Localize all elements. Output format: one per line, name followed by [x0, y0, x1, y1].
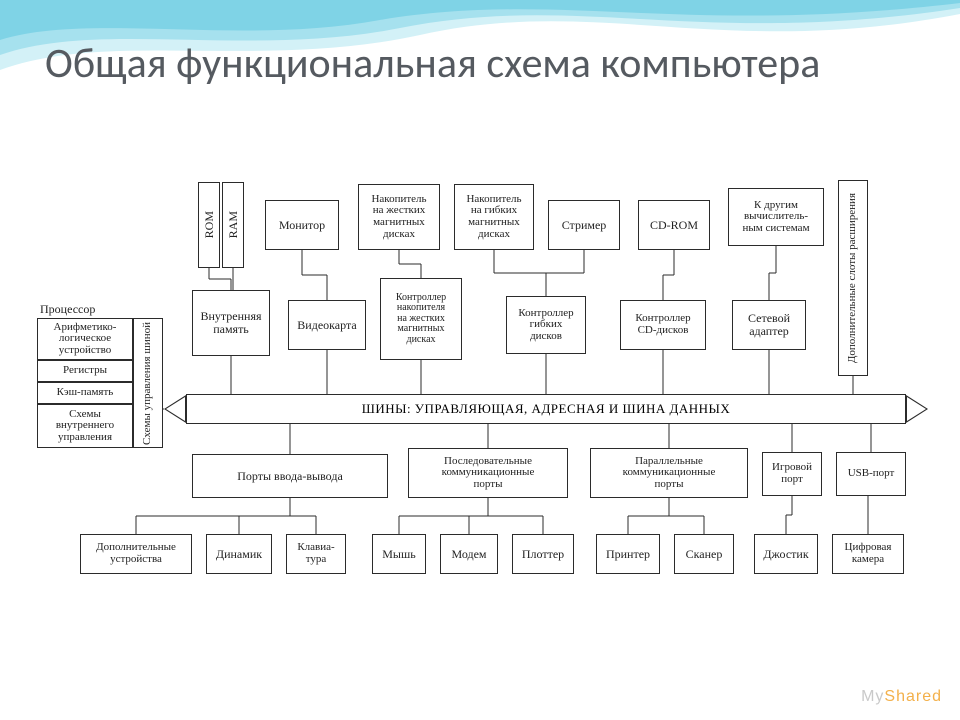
processor-bus-control: Схемы управления шиной	[133, 318, 163, 448]
top-device-fdd: Накопитель на гибких магнитных дисках	[454, 184, 534, 250]
controller-cdc: Контроллер CD-дисков	[620, 300, 706, 350]
top-device-cdrom: CD-ROM	[638, 200, 710, 250]
bus-label: ШИНЫ: УПРАВЛЯЮЩАЯ, АДРЕСНАЯ И ШИНА ДАННЫ…	[362, 401, 731, 417]
bottom-port-ioports: Порты ввода-вывода	[192, 454, 388, 498]
processor-bus-control-label: Схемы управления шиной	[142, 322, 154, 445]
bottom-device-dcam: Цифровая камера	[832, 534, 904, 574]
bottom-device-plotter: Плоттер	[512, 534, 574, 574]
watermark: MyShared	[861, 688, 942, 706]
bottom-device-kbd: Клавиа- тура	[286, 534, 346, 574]
processor-row-3: Схемы внутреннего управления	[37, 404, 133, 448]
controller-fddc: Контроллер гибких дисков	[506, 296, 586, 354]
bottom-port-serial: Последовательные коммуникационные порты	[408, 448, 568, 498]
top-device-rom: ROM	[198, 182, 220, 268]
processor-label: Процессор	[37, 301, 133, 317]
top-device-othersys: К другим вычислитель- ным системам	[728, 188, 824, 246]
bottom-device-joystick: Джостик	[754, 534, 818, 574]
bottom-device-mouse: Мышь	[372, 534, 426, 574]
controller-hddc: Контроллер накопителя на жестких магнитн…	[380, 278, 462, 360]
bus-arrow-left	[164, 395, 186, 423]
top-device-hdd: Накопитель на жестких магнитных дисках	[358, 184, 440, 250]
top-device-monitor: Монитор	[265, 200, 339, 250]
bus-arrow-right	[906, 395, 928, 423]
bottom-device-extra: Дополнительные устройства	[80, 534, 192, 574]
bottom-device-scanner: Сканер	[674, 534, 734, 574]
watermark-left: My	[861, 688, 884, 705]
diagram-canvas: ШИНЫ: УПРАВЛЯЮЩАЯ, АДРЕСНАЯ И ШИНА ДАННЫ…	[0, 0, 960, 720]
bus-bar: ШИНЫ: УПРАВЛЯЮЩАЯ, АДРЕСНАЯ И ШИНА ДАННЫ…	[186, 394, 906, 424]
processor-row-1: Регистры	[37, 360, 133, 382]
processor-row-0: Арифметико- логическое устройство	[37, 318, 133, 360]
watermark-right: Shared	[884, 688, 942, 705]
top-device-streamer: Стример	[548, 200, 620, 250]
bottom-device-speaker: Динамик	[206, 534, 272, 574]
controller-intmem: Внутренняя память	[192, 290, 270, 356]
bottom-device-printer: Принтер	[596, 534, 660, 574]
top-device-ram: RAM	[222, 182, 244, 268]
controller-netc: Сетевой адаптер	[732, 300, 806, 350]
controller-video: Видеокарта	[288, 300, 366, 350]
bottom-port-gameport: Игровой порт	[762, 452, 822, 496]
bottom-port-parallel: Параллельные коммуникационные порты	[590, 448, 748, 498]
top-device-expslots: Дополнительные слоты расширения	[838, 180, 868, 376]
bottom-device-modem: Модем	[440, 534, 498, 574]
bottom-port-usbport: USB-порт	[836, 452, 906, 496]
processor-row-2: Кэш-память	[37, 382, 133, 404]
